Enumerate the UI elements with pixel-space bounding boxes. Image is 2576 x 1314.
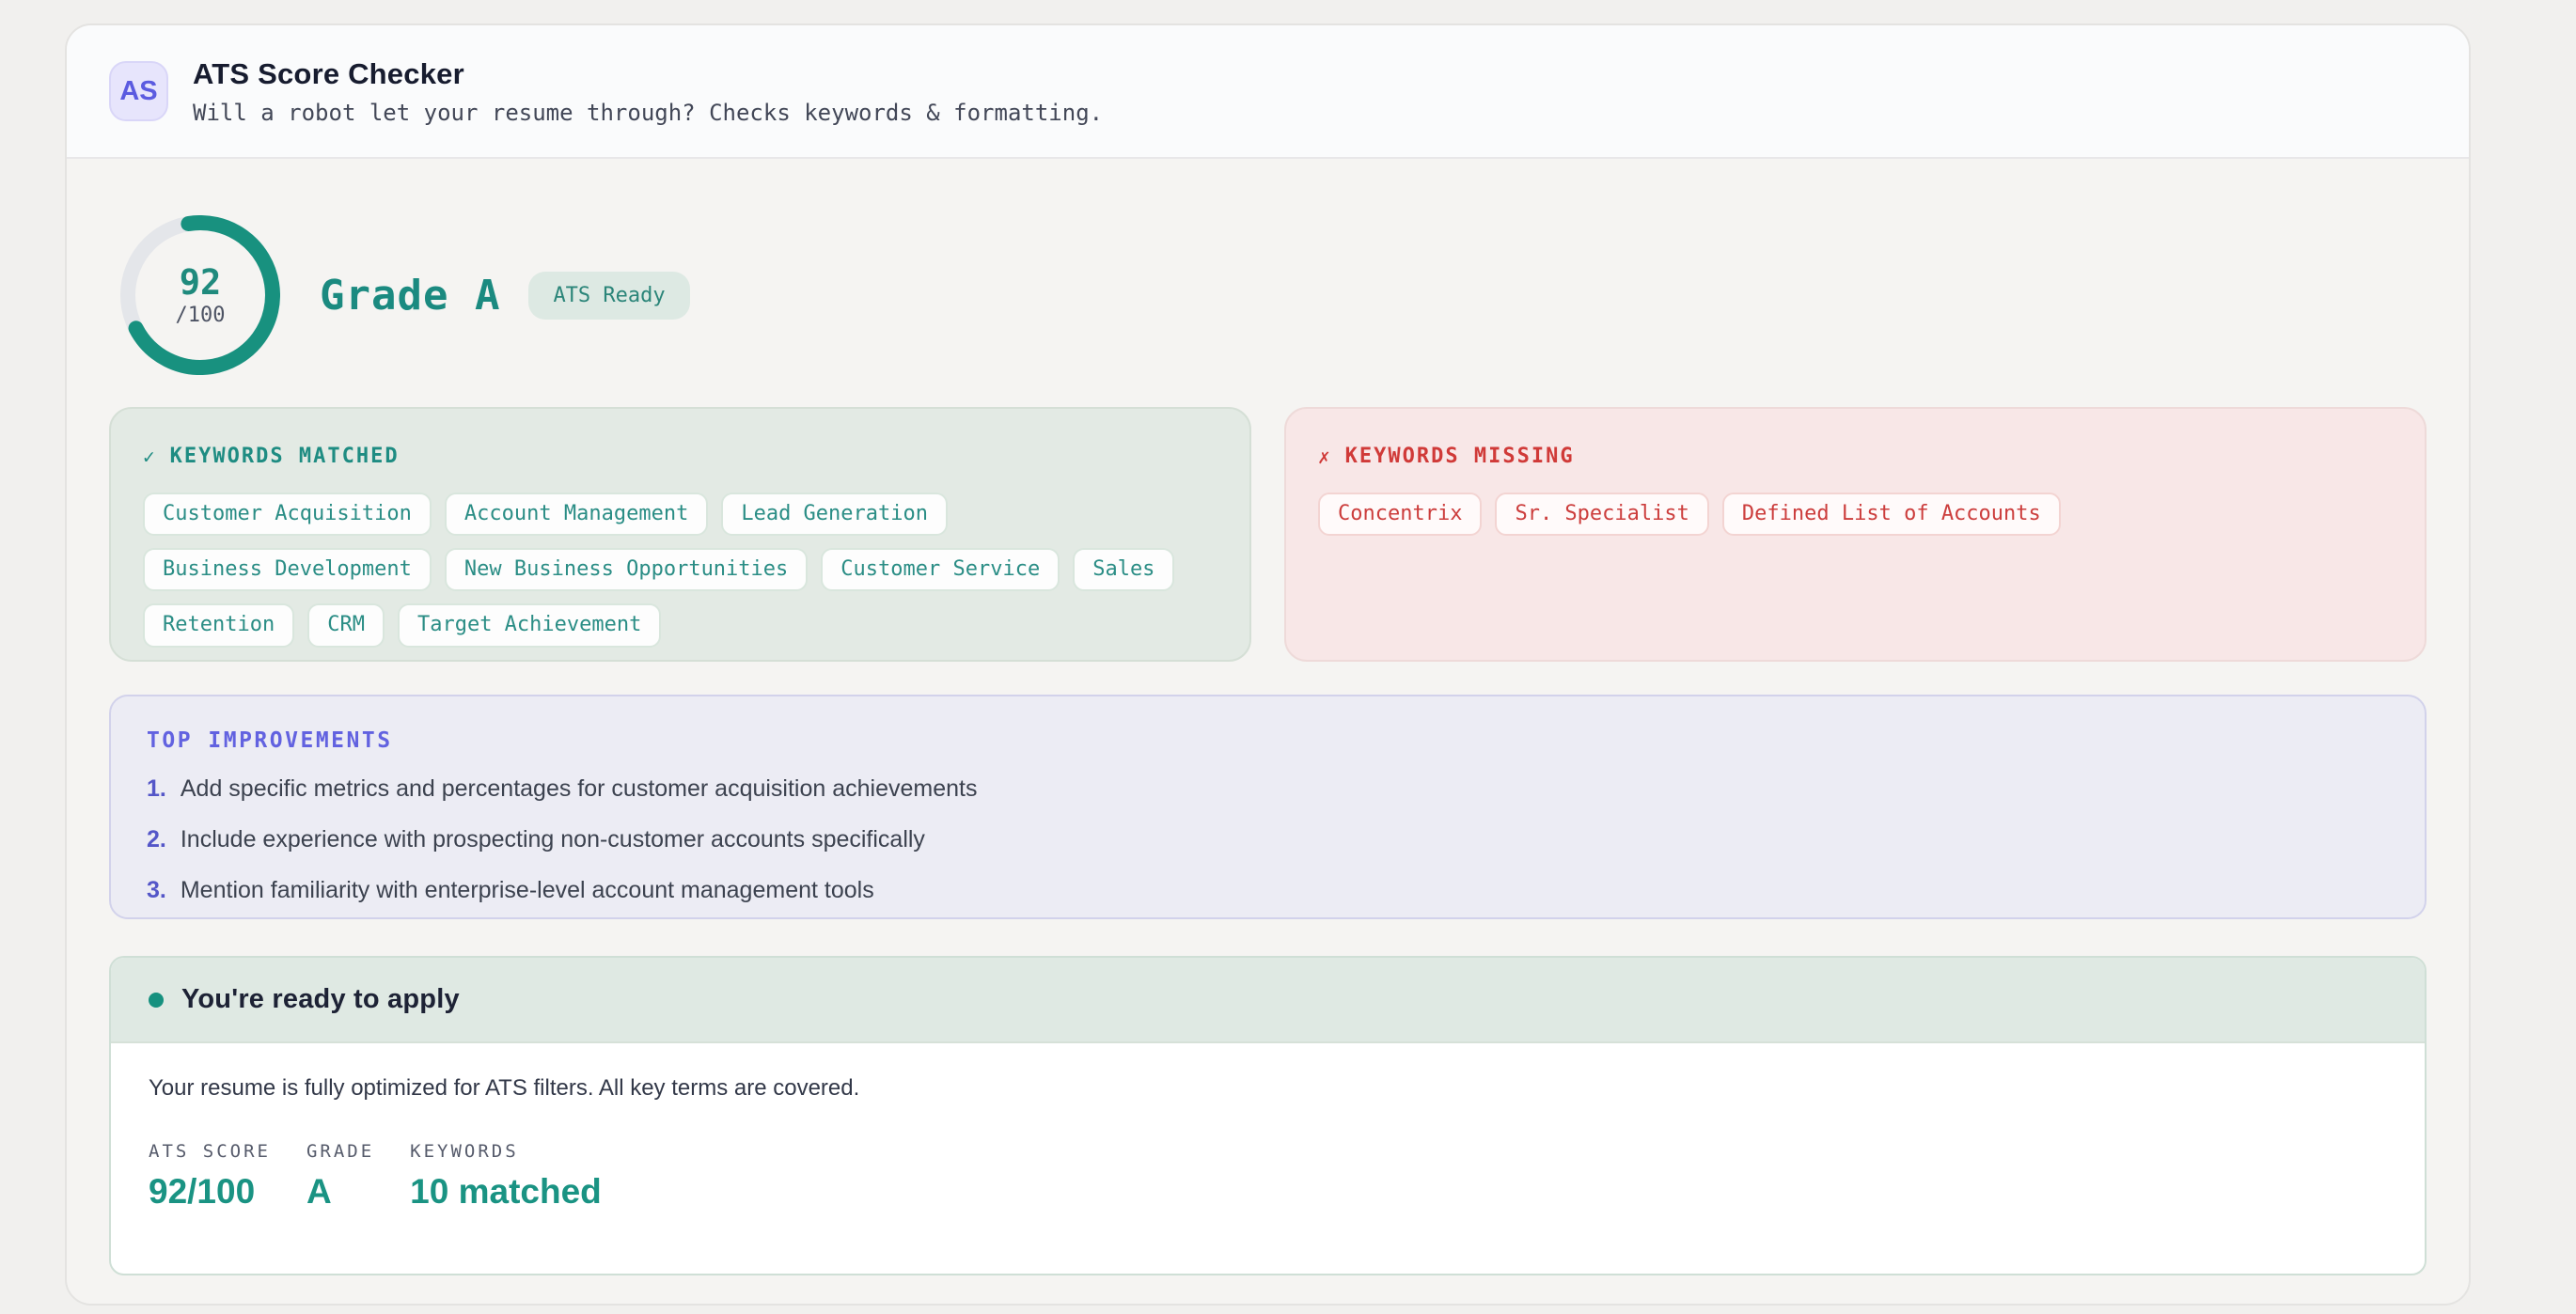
matched-chip-list: Customer Acquisition Account Management Le… [143, 493, 1217, 648]
matched-keyword-chip: Business Development [143, 548, 432, 592]
stat-label: KEYWORDS [410, 1141, 519, 1162]
keywords-missing-panel: ✗ KEYWORDS MISSING Concentrix Sr. Special… [1284, 407, 2427, 662]
missing-keyword-chip: Concentrix [1318, 493, 1483, 537]
matched-keyword-chip: Customer Service [821, 548, 1060, 592]
stat-block: KEYWORDS 10 matched [410, 1141, 602, 1212]
keywords-matched-title: ✓ KEYWORDS MATCHED [143, 445, 1217, 468]
page-title: ATS Score Checker [193, 56, 464, 90]
matched-keyword-chip: Customer Acquisition [143, 493, 432, 537]
status-dot-icon [149, 992, 164, 1008]
card-header: AS ATS Score Checker Will a robot let yo… [67, 25, 2469, 159]
matched-keyword-chip: Lead Generation [721, 493, 949, 537]
score-denominator: /100 [175, 303, 226, 327]
stat-label: GRADE [306, 1141, 375, 1162]
improvement-item: 1. Add specific metrics and percentages … [147, 775, 2389, 803]
stat-value: 92/100 [149, 1172, 256, 1211]
stats-row: ATS SCORE 92/100 GRADE A KEYWORDS 10 mat… [149, 1141, 2387, 1212]
check-icon: ✓ [143, 445, 157, 468]
improvement-text: Include experience with prospecting non-… [180, 826, 925, 853]
matched-keyword-chip: New Business Opportunities [444, 548, 809, 592]
score-value: 92 [179, 261, 222, 303]
keywords-missing-title: ✗ KEYWORDS MISSING [1318, 445, 2393, 468]
grade-label: Grade A [320, 271, 501, 320]
page-subtitle: Will a robot let your resume through? Ch… [193, 99, 1104, 126]
stat-value: A [306, 1172, 332, 1211]
matched-keyword-chip: Target Achievement [397, 603, 662, 648]
ready-header: You're ready to apply [111, 958, 2425, 1043]
score-ring-icon [120, 215, 280, 375]
matched-keyword-chip: CRM [307, 603, 385, 648]
improvement-number: 2. [147, 826, 166, 853]
score-ring-center: 92 /100 [120, 215, 280, 375]
top-improvements-title: TOP IMPROVEMENTS [147, 728, 393, 753]
header-titles: ATS Score Checker Will a robot let your … [193, 57, 1103, 126]
top-improvements-panel: TOP IMPROVEMENTS 1. Add specific metrics… [109, 695, 2427, 919]
ready-title: You're ready to apply [181, 984, 460, 1014]
improvement-item: 2. Include experience with prospecting n… [147, 826, 2389, 853]
ats-score-checker-card: AS ATS Score Checker Will a robot let yo… [65, 23, 2471, 1306]
matched-keyword-chip: Retention [143, 603, 295, 648]
score-section: 92 /100 Grade A ATS Ready [67, 159, 2469, 375]
keywords-missing-label: KEYWORDS MISSING [1344, 445, 1575, 468]
keyword-panels: ✓ KEYWORDS MATCHED Customer Acquisition A… [67, 375, 2469, 662]
improvement-text: Add specific metrics and percentages for… [180, 775, 978, 802]
missing-chip-list: Concentrix Sr. Specialist Defined List of … [1318, 493, 2393, 537]
missing-keyword-chip: Sr. Specialist [1495, 493, 1709, 537]
missing-keyword-chip: Defined List of Accounts [1721, 493, 2061, 537]
stat-value: 10 matched [410, 1172, 602, 1211]
ready-message: Your resume is fully optimized for ATS f… [149, 1075, 860, 1101]
improvement-number: 1. [147, 775, 166, 802]
keywords-matched-label: KEYWORDS MATCHED [169, 445, 400, 468]
avatar: AS [109, 61, 168, 121]
ats-ready-badge: ATS Ready [528, 271, 690, 320]
improvements-list: 1. Add specific metrics and percentages … [147, 775, 2389, 904]
keywords-matched-panel: ✓ KEYWORDS MATCHED Customer Acquisition A… [109, 407, 1251, 662]
improvement-text: Mention familiarity with enterprise-leve… [180, 877, 874, 903]
improvement-item: 3. Mention familiarity with enterprise-l… [147, 877, 2389, 904]
stat-block: ATS SCORE 92/100 [149, 1141, 271, 1212]
ready-body: Your resume is fully optimized for ATS f… [111, 1043, 2425, 1212]
matched-keyword-chip: Account Management [444, 493, 709, 537]
improvement-number: 3. [147, 877, 166, 903]
matched-keyword-chip: Sales [1073, 548, 1175, 592]
score-ring: 92 /100 [120, 215, 280, 375]
x-icon: ✗ [1318, 445, 1332, 468]
ready-to-apply-card: You're ready to apply Your resume is ful… [109, 956, 2427, 1275]
stat-label: ATS SCORE [149, 1141, 271, 1162]
stat-block: GRADE A [306, 1141, 374, 1212]
